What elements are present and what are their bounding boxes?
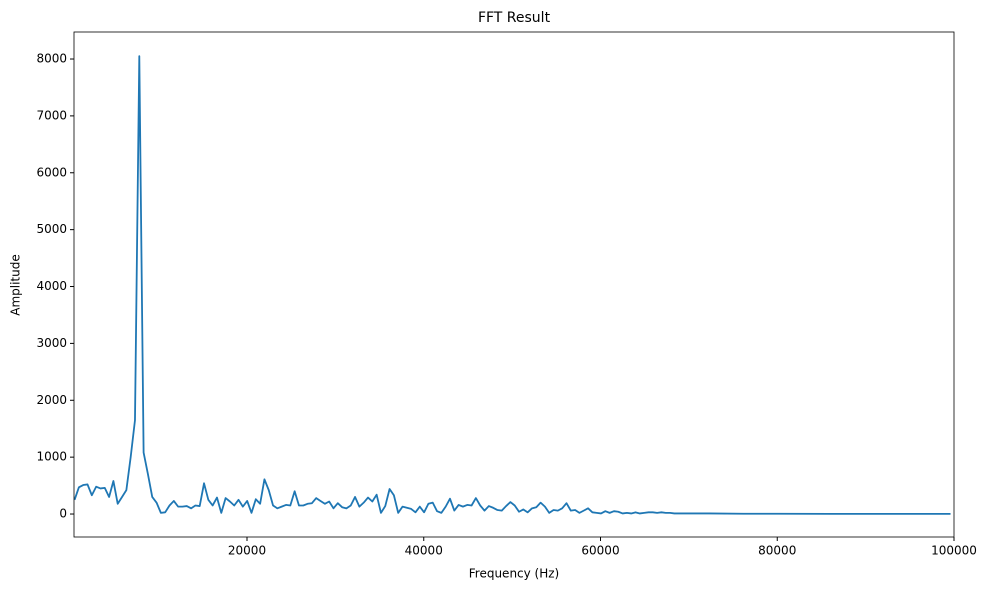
x-axis-label: Frequency (Hz)	[469, 567, 560, 581]
x-tick-label: 80000	[758, 544, 796, 558]
y-tick-label: 5000	[36, 222, 67, 236]
chart-title: FFT Result	[478, 10, 551, 26]
y-tick-label: 0	[59, 507, 67, 521]
y-tick-label: 1000	[36, 450, 67, 464]
x-tick-label: 40000	[405, 544, 443, 558]
y-tick-label: 6000	[36, 165, 67, 179]
plot-frame	[73, 31, 955, 538]
x-tick-label: 60000	[581, 544, 619, 558]
y-tick-label: 4000	[36, 279, 67, 293]
y-tick-label: 2000	[36, 393, 67, 407]
y-axis-label: Amplitude	[9, 254, 23, 316]
x-tick-label: 20000	[228, 544, 266, 558]
y-tick-label: 8000	[36, 52, 67, 66]
x-tick-label: 100000	[931, 544, 977, 558]
y-tick-label: 7000	[36, 108, 67, 122]
y-tick-label: 3000	[36, 336, 67, 350]
data-line	[73, 55, 951, 515]
